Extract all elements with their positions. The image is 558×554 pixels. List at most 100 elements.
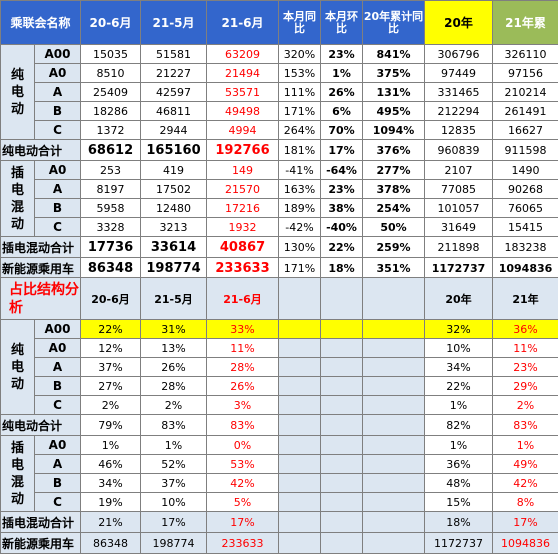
- empty-cell: [320, 435, 363, 455]
- empty-cell: [320, 376, 363, 396]
- cell: 36%: [492, 319, 558, 339]
- cell: 2107: [424, 160, 494, 180]
- cell: 49%: [492, 454, 558, 474]
- empty-cell: [362, 277, 425, 320]
- cell: 37%: [140, 473, 207, 493]
- cell: 12480: [140, 198, 208, 218]
- cell: 841%: [362, 44, 426, 64]
- cell: 29%: [492, 376, 558, 396]
- table-row: C 2% 2% 3% 1% 2%: [1, 395, 558, 415]
- row-label: B: [34, 473, 81, 493]
- row-label: B: [33, 101, 82, 121]
- row-label: A00: [34, 319, 81, 339]
- cell: 68612: [80, 139, 142, 161]
- cell: 171%: [278, 257, 322, 279]
- row-label: 纯电动合计: [0, 139, 82, 161]
- empty-cell: [362, 532, 425, 554]
- table-row: B 5958 12480 17216 189% 38% 254% 101057 …: [1, 198, 558, 218]
- row-label: B: [34, 376, 81, 396]
- row-label: A0: [33, 160, 82, 180]
- cell: 17%: [206, 511, 279, 533]
- empty-cell: [320, 395, 363, 415]
- cell: 198774: [140, 532, 207, 554]
- row-label: 新能源乘用车: [0, 257, 82, 279]
- empty-cell: [278, 357, 321, 377]
- empty-cell: [320, 511, 363, 533]
- cell: 2%: [492, 395, 558, 415]
- cell: -42%: [278, 217, 322, 237]
- share-header-20-jun: 20-6月: [80, 277, 141, 320]
- empty-cell: [362, 414, 425, 436]
- cell: -64%: [320, 160, 364, 180]
- cell: -40%: [320, 217, 364, 237]
- table-row: B 18286 46811 49498 171% 6% 495% 212294 …: [1, 101, 558, 121]
- empty-cell: [278, 435, 321, 455]
- cell: 37%: [80, 357, 141, 377]
- cell: 131%: [362, 82, 426, 102]
- share-title: 占比结构分析: [0, 277, 81, 320]
- cell: 86348: [80, 257, 142, 279]
- cell: 149: [206, 160, 280, 180]
- table-row: A 25409 42597 53571 111% 26% 131% 331465…: [1, 82, 558, 102]
- cell: 86348: [80, 532, 141, 554]
- table-row: B 34% 37% 42% 48% 42%: [1, 473, 558, 493]
- cell: 495%: [362, 101, 426, 121]
- cell: 6%: [320, 101, 364, 121]
- cell: 34%: [424, 357, 493, 377]
- cell: 83%: [492, 414, 558, 436]
- empty-cell: [320, 319, 363, 339]
- cell: 33%: [206, 319, 279, 339]
- cell: 254%: [362, 198, 426, 218]
- empty-cell: [278, 338, 321, 358]
- cell: 48%: [424, 473, 493, 493]
- share-phev-group-label: 插电混动: [0, 435, 35, 512]
- table-row: 纯电动 A00 22% 31% 33% 32% 36%: [0, 319, 558, 415]
- cell: 259%: [362, 236, 426, 258]
- cell: 1932: [206, 217, 280, 237]
- row-label: A0: [34, 435, 81, 455]
- header-row: 乘联会名称 20-6月 21-5月 21-6月 本月同比 本月环比 20年累计同…: [0, 0, 558, 45]
- cell: 40867: [206, 236, 280, 258]
- cell: -41%: [278, 160, 322, 180]
- table-row: A 8197 17502 21570 163% 23% 378% 77085 9…: [1, 179, 558, 199]
- cell: 83%: [206, 414, 279, 436]
- cell: 101057: [424, 198, 494, 218]
- cell: 1%: [424, 395, 493, 415]
- cell: 17%: [320, 139, 364, 161]
- cell: 1%: [140, 435, 207, 455]
- cell: 82%: [424, 414, 493, 436]
- empty-cell: [362, 473, 425, 493]
- cell: 17%: [140, 511, 207, 533]
- cell: 171%: [278, 101, 322, 121]
- nev-total-row: 新能源乘用车 86348 198774 233633 171% 18% 351%…: [0, 257, 558, 279]
- cell: 10%: [140, 492, 207, 512]
- cell: 4994: [206, 120, 280, 140]
- cell: 26%: [206, 376, 279, 396]
- cell: 1%: [424, 435, 493, 455]
- cell: 19%: [80, 492, 141, 512]
- header-mom: 本月环比: [320, 0, 364, 45]
- cell: 50%: [362, 217, 426, 237]
- empty-cell: [320, 414, 363, 436]
- empty-cell: [320, 473, 363, 493]
- cell: 189%: [278, 198, 322, 218]
- table-row: 插电混动 A0 253 419 149 -41% -64% 277% 2107 …: [0, 160, 558, 237]
- cell: 233633: [206, 257, 280, 279]
- cell: 163%: [278, 179, 322, 199]
- cell: 15035: [80, 44, 142, 64]
- cell: 15415: [492, 217, 558, 237]
- cell: 49498: [206, 101, 280, 121]
- table-row: 插电混动 A0 1% 1% 0% 1% 1%: [0, 435, 558, 512]
- row-label: C: [33, 217, 82, 237]
- cell: 51581: [140, 44, 208, 64]
- share-header-row: 占比结构分析 20-6月 21-5月 21-6月 20年 21年: [0, 277, 558, 320]
- header-20-jun: 20-6月: [80, 0, 142, 45]
- header-20-ytd-yoy: 20年累计同比: [362, 0, 426, 45]
- cell: 18286: [80, 101, 142, 121]
- cell: 351%: [362, 257, 426, 279]
- cell: 12835: [424, 120, 494, 140]
- share-structure-table: 占比结构分析 20-6月 21-5月 21-6月 20年 21年 纯电动 A00…: [0, 277, 558, 554]
- share-header-year-20: 20年: [424, 277, 493, 320]
- cell: 34%: [80, 473, 141, 493]
- cell: 3%: [206, 395, 279, 415]
